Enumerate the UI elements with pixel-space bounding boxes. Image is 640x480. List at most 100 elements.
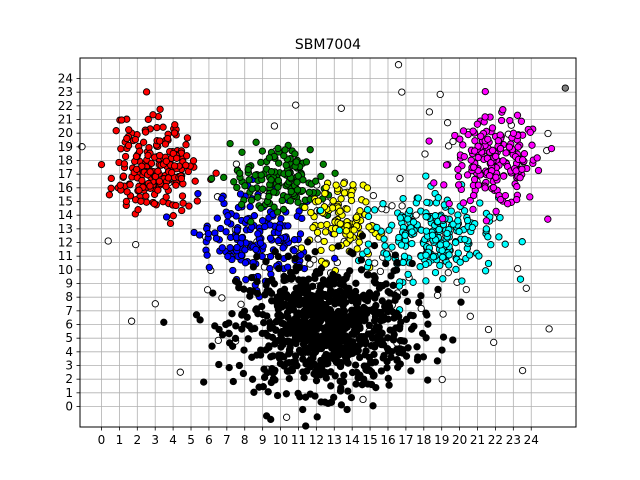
data-point [265,343,273,352]
data-point [336,220,344,228]
data-point [462,285,470,294]
data-point [134,206,142,214]
data-point [544,215,552,223]
data-point [451,131,459,140]
data-point [341,298,350,307]
data-point [486,172,494,180]
data-point [514,143,522,151]
data-point [247,196,256,204]
data-point [212,169,220,177]
y-tick-label: 11 [58,249,73,263]
data-point [248,185,256,193]
data-point [144,151,152,160]
data-point [281,328,289,336]
data-point [179,199,187,207]
data-point [474,181,483,189]
data-point [379,200,387,208]
data-point [518,238,526,246]
data-point [449,336,457,344]
data-point [422,172,430,180]
data-point [211,322,219,330]
data-point [162,213,171,221]
y-tick-label: 12 [58,236,73,250]
data-point [334,346,343,354]
data-point [360,375,368,383]
data-point [413,343,421,351]
data-point [291,352,300,360]
data-point [183,152,191,160]
data-point [332,181,340,189]
data-point [456,135,464,143]
y-tick-label: 18 [58,154,73,168]
data-point [297,244,306,252]
data-point [331,372,339,380]
x-tick-label: 16 [380,433,395,447]
data-point [349,296,357,304]
data-point [382,280,390,288]
x-tick-label: 10 [273,433,288,447]
data-point [482,225,491,233]
data-point [244,165,252,174]
data-point [127,317,136,325]
data-point [120,160,129,168]
x-tick-label: 13 [327,433,342,447]
data-point [457,298,465,306]
data-point [439,275,447,283]
data-point [330,393,338,402]
data-point [233,183,241,192]
data-point [271,366,279,374]
data-point [383,357,391,366]
data-point [107,184,115,192]
data-point [505,143,514,151]
data-point [534,166,543,175]
data-point [357,256,366,264]
data-point [274,144,282,153]
data-point [449,137,457,146]
data-point [355,335,363,343]
data-point [250,212,259,220]
data-point [298,324,306,332]
data-point [414,194,422,202]
data-point [398,202,406,210]
data-point [384,288,392,296]
data-point [313,228,322,237]
data-point [299,176,307,184]
data-point [439,215,447,223]
data-point [340,189,349,197]
data-point [209,289,217,297]
data-point [171,121,179,129]
data-point [162,193,170,201]
data-point [220,173,228,182]
data-point [439,310,447,318]
data-point [270,122,279,130]
data-point [423,311,431,319]
data-point [251,171,259,179]
data-point [254,310,262,318]
data-point [279,319,288,328]
data-point [231,277,240,285]
data-point [290,247,298,255]
data-point [316,289,324,297]
data-point [261,222,269,231]
data-point [267,378,275,387]
data-point [290,236,299,244]
data-point [149,111,157,119]
data-point [474,153,482,162]
data-point [136,147,144,155]
data-point [547,144,556,153]
data-point [118,116,126,124]
data-point [226,139,234,148]
data-point [442,161,451,169]
data-point [351,361,360,369]
data-point [415,298,423,307]
data-point [218,244,226,252]
data-point [255,383,263,391]
data-point [237,200,246,209]
data-point [283,367,292,375]
data-point [286,197,295,205]
data-point [169,212,177,220]
data-point [236,190,245,198]
data-point [481,87,489,96]
data-point [266,264,274,273]
